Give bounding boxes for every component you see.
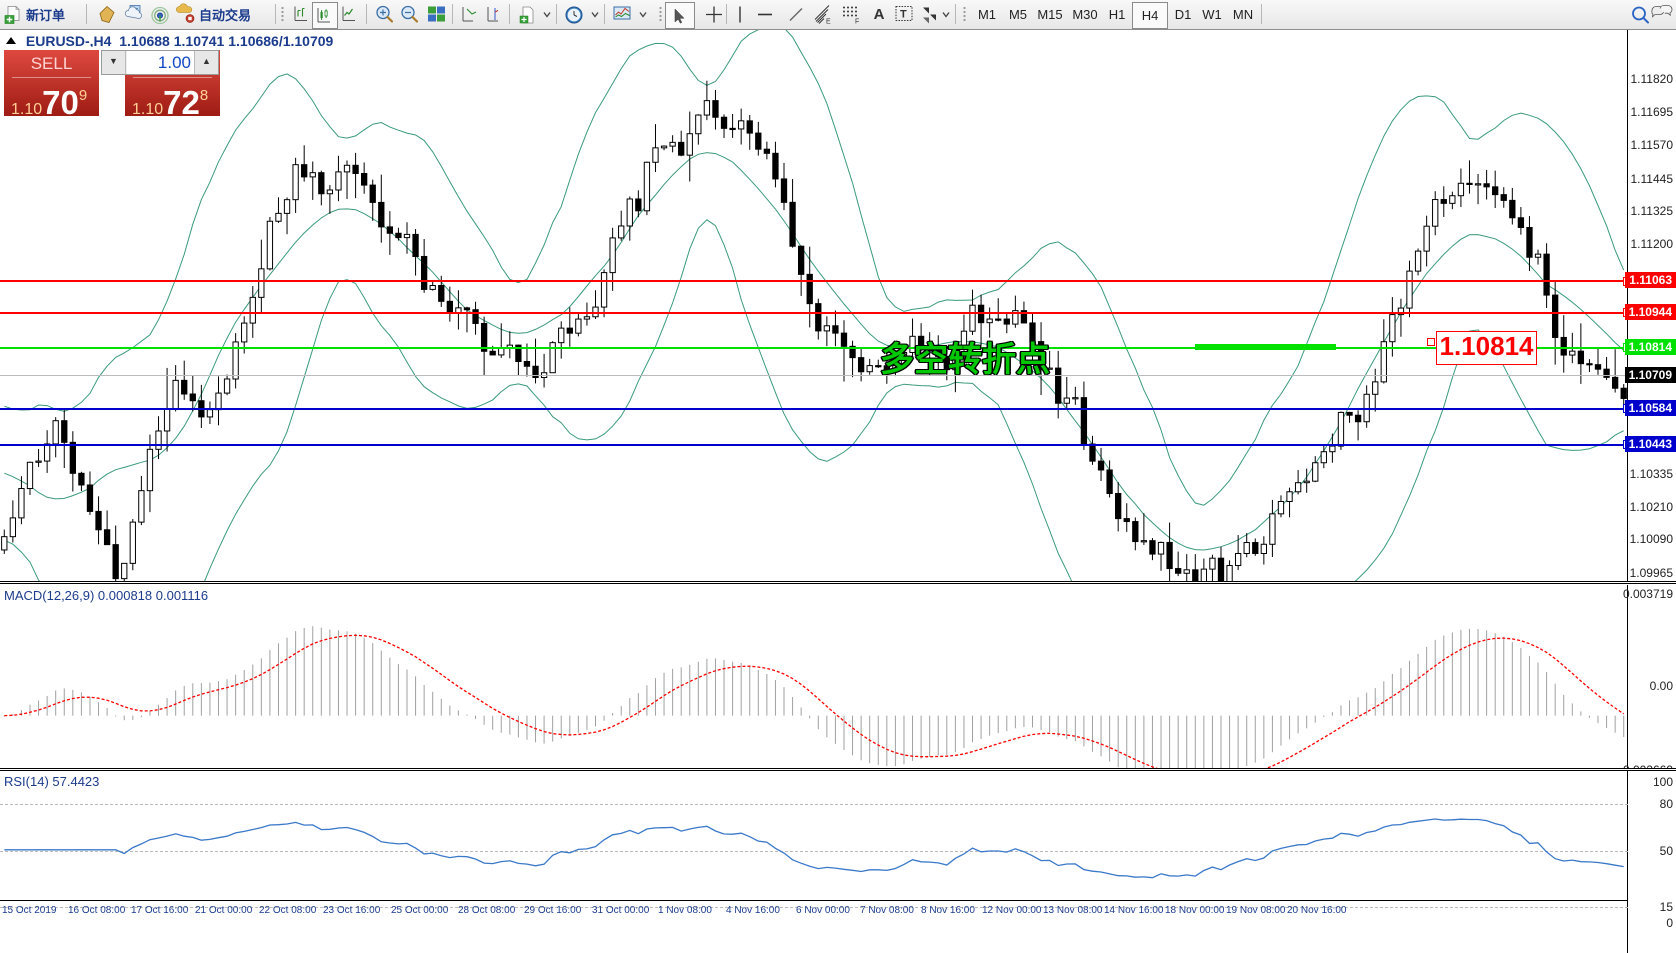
svg-text:F: F bbox=[855, 19, 859, 26]
svg-text:T: T bbox=[900, 9, 907, 21]
svg-text:E: E bbox=[826, 19, 831, 26]
